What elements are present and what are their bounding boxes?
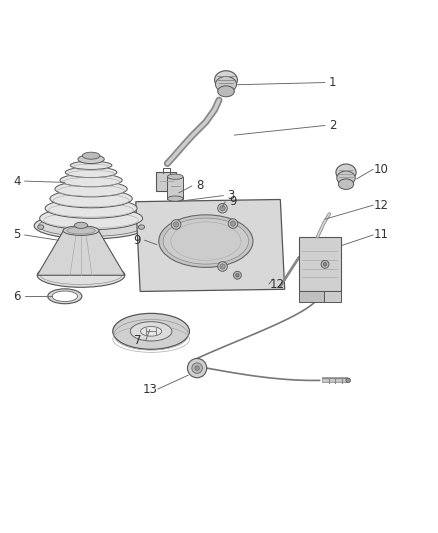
Ellipse shape xyxy=(60,174,122,187)
Ellipse shape xyxy=(48,289,82,304)
Polygon shape xyxy=(136,199,285,292)
Ellipse shape xyxy=(70,161,112,169)
Ellipse shape xyxy=(167,196,183,201)
Ellipse shape xyxy=(138,225,145,229)
Ellipse shape xyxy=(346,378,350,383)
Ellipse shape xyxy=(113,313,189,349)
Circle shape xyxy=(228,219,238,229)
Ellipse shape xyxy=(45,198,137,219)
Ellipse shape xyxy=(82,152,100,159)
Ellipse shape xyxy=(65,167,117,177)
Text: 9: 9 xyxy=(133,233,141,247)
Ellipse shape xyxy=(337,171,355,185)
Ellipse shape xyxy=(336,164,356,181)
Ellipse shape xyxy=(52,291,78,302)
Circle shape xyxy=(230,221,236,226)
Text: 12: 12 xyxy=(374,199,389,212)
Text: 7: 7 xyxy=(134,334,142,346)
Circle shape xyxy=(173,222,179,227)
Text: 11: 11 xyxy=(374,229,389,241)
Ellipse shape xyxy=(338,179,354,189)
Text: 8: 8 xyxy=(196,180,203,192)
Ellipse shape xyxy=(141,327,162,336)
Polygon shape xyxy=(167,177,183,199)
Ellipse shape xyxy=(215,76,237,92)
Circle shape xyxy=(220,206,225,211)
Text: 2: 2 xyxy=(329,119,337,132)
Ellipse shape xyxy=(67,227,95,234)
Polygon shape xyxy=(299,237,341,290)
Ellipse shape xyxy=(50,189,132,208)
Ellipse shape xyxy=(78,155,104,164)
Text: 6: 6 xyxy=(13,290,21,303)
Ellipse shape xyxy=(37,263,125,287)
Ellipse shape xyxy=(163,218,249,264)
Text: 10: 10 xyxy=(374,163,389,176)
Text: 9: 9 xyxy=(229,195,237,208)
Ellipse shape xyxy=(63,226,99,236)
Ellipse shape xyxy=(159,215,253,268)
Circle shape xyxy=(323,263,327,266)
Ellipse shape xyxy=(40,266,121,285)
Text: 13: 13 xyxy=(142,383,157,395)
Circle shape xyxy=(218,262,227,271)
Circle shape xyxy=(192,363,202,374)
Text: 1: 1 xyxy=(329,76,337,89)
Circle shape xyxy=(187,359,207,378)
FancyBboxPatch shape xyxy=(156,172,176,191)
Ellipse shape xyxy=(130,322,172,341)
Text: 5: 5 xyxy=(13,229,20,241)
Circle shape xyxy=(171,220,181,229)
Ellipse shape xyxy=(55,181,127,197)
Polygon shape xyxy=(299,290,324,302)
Ellipse shape xyxy=(74,222,88,229)
Ellipse shape xyxy=(218,86,234,97)
Ellipse shape xyxy=(38,225,44,229)
Polygon shape xyxy=(37,231,125,275)
Ellipse shape xyxy=(167,174,183,179)
Text: 4: 4 xyxy=(13,175,21,188)
Circle shape xyxy=(218,204,227,213)
Ellipse shape xyxy=(39,207,142,230)
Ellipse shape xyxy=(215,71,237,89)
Circle shape xyxy=(233,271,241,279)
Circle shape xyxy=(321,260,329,268)
Ellipse shape xyxy=(34,213,148,239)
Circle shape xyxy=(236,273,239,277)
Circle shape xyxy=(220,264,225,269)
Text: 12: 12 xyxy=(269,278,284,290)
Polygon shape xyxy=(324,290,341,302)
Ellipse shape xyxy=(39,215,144,236)
Circle shape xyxy=(195,366,199,370)
Text: 3: 3 xyxy=(228,189,235,202)
